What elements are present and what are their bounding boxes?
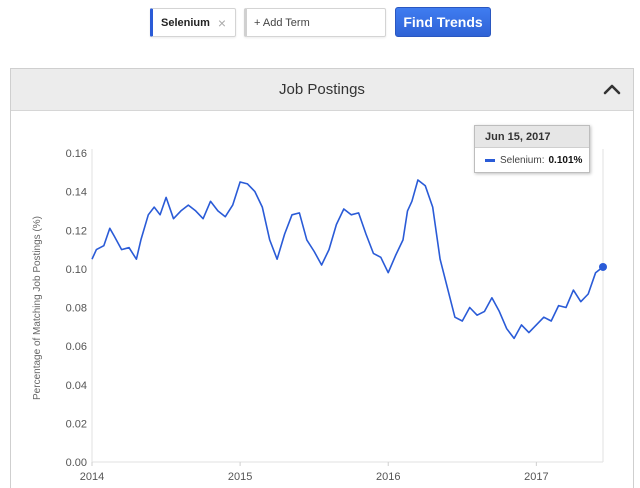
series-end-point[interactable] xyxy=(599,262,607,271)
y-tick-label: 0.02 xyxy=(66,418,87,430)
x-tick-label: 2014 xyxy=(80,471,104,483)
y-tick-label: 0.14 xyxy=(66,187,87,199)
y-tick-label: 0.12 xyxy=(66,225,87,237)
tooltip-date: Jun 15, 2017 xyxy=(475,126,589,148)
x-tick-label: 2015 xyxy=(228,471,252,483)
tooltip: Jun 15, 2017 Selenium: 0.101% xyxy=(474,125,590,173)
add-term-input[interactable] xyxy=(244,8,386,37)
series-line-selenium xyxy=(91,179,604,340)
find-trends-button[interactable]: Find Trends xyxy=(395,7,491,37)
x-tick-label: 2016 xyxy=(376,471,400,483)
y-tick-label: 0.16 xyxy=(66,148,87,160)
y-tick-label: 0.06 xyxy=(66,341,87,353)
y-tick-label: 0.10 xyxy=(66,264,87,276)
y-axis-label: Percentage of Matching Job Postings (%) xyxy=(32,216,43,400)
y-tick-label: 0.08 xyxy=(66,303,87,315)
term-label: Selenium xyxy=(161,16,210,29)
close-icon[interactable]: × xyxy=(217,15,226,31)
panel-title: Job Postings xyxy=(279,81,365,98)
x-tick-label: 2017 xyxy=(524,471,548,483)
tooltip-series: Selenium xyxy=(500,154,542,166)
term-pill-selenium[interactable]: Selenium × xyxy=(150,8,236,37)
tooltip-value: 0.101% xyxy=(548,154,583,166)
panel-header: Job Postings xyxy=(11,69,633,111)
tooltip-row: Selenium: 0.101% xyxy=(475,148,589,172)
y-tick-label: 0.04 xyxy=(66,380,87,392)
legend-swatch xyxy=(485,158,495,162)
y-tick-label: 0.00 xyxy=(66,457,87,469)
chevron-up-icon[interactable] xyxy=(603,82,621,96)
